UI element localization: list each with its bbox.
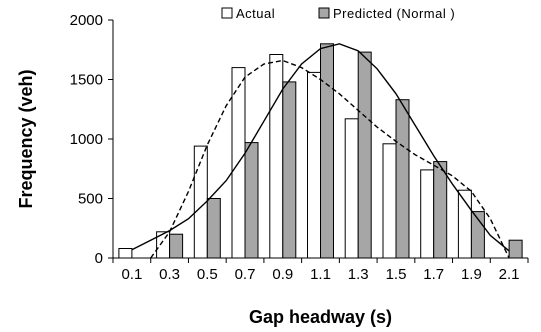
bar-actual-1.5 (382, 143, 397, 259)
bar-predicted-0.3 (169, 233, 184, 259)
bar-actual-0.1 (118, 248, 133, 259)
x-tick-label: 1.7 (423, 266, 444, 283)
y-tick-label: 1500 (70, 72, 103, 89)
x-axis-title: Gap headway (s) (249, 307, 392, 327)
legend-swatch-predicted (318, 7, 330, 19)
solid-curve (131, 43, 510, 252)
y-tick-label: 0 (95, 250, 103, 267)
bar-actual-1.7 (420, 169, 435, 259)
x-tick-label: 0.5 (197, 266, 218, 283)
x-tick-label: 0.1 (121, 266, 142, 283)
legend-swatch-actual (221, 7, 233, 19)
axes-layer: 0 500 1000 1500 2000 0.1 0.3 0.5 0.7 0.9 1.1 1.3 1.5… (70, 12, 529, 283)
legend-label-predicted: Predicted (Normal ) (333, 6, 455, 21)
bar-predicted-0.5 (206, 198, 221, 259)
y-tick-label: 1000 (70, 131, 103, 148)
x-tick-label: 1.1 (310, 266, 331, 283)
curves-layer (131, 43, 510, 259)
bar-actual-1.1 (307, 71, 321, 259)
x-tick-label: 0.3 (159, 266, 180, 283)
x-tick-label: 1.3 (348, 266, 369, 283)
bar-predicted-1.5 (395, 99, 410, 259)
y-axis-title: Frequency (veh) (16, 69, 36, 208)
bar-predicted-1.7 (433, 161, 448, 259)
x-tick-label: 0.7 (235, 266, 256, 283)
x-tick-label: 1.5 (386, 266, 407, 283)
legend-label-actual: Actual (236, 6, 275, 21)
bar-predicted-0.7 (244, 142, 259, 259)
y-tick-label: 500 (78, 191, 103, 208)
bar-predicted-0.9 (282, 81, 297, 259)
bar-predicted-1.3 (357, 51, 372, 259)
x-tick-label: 0.9 (272, 266, 293, 283)
x-tick-label: 2.1 (499, 266, 520, 283)
bar-actual-1.3 (344, 118, 359, 259)
dashed-curve (150, 59, 510, 259)
bar-actual-0.9 (269, 54, 284, 259)
bars-layer (118, 43, 523, 259)
x-tick-label: 1.9 (461, 266, 482, 283)
bar-predicted-2.1 (508, 239, 523, 259)
y-tick-label: 2000 (70, 12, 103, 29)
bar-predicted-1.1 (320, 43, 334, 259)
legend: Actual Predicted (Normal ) (221, 6, 455, 21)
